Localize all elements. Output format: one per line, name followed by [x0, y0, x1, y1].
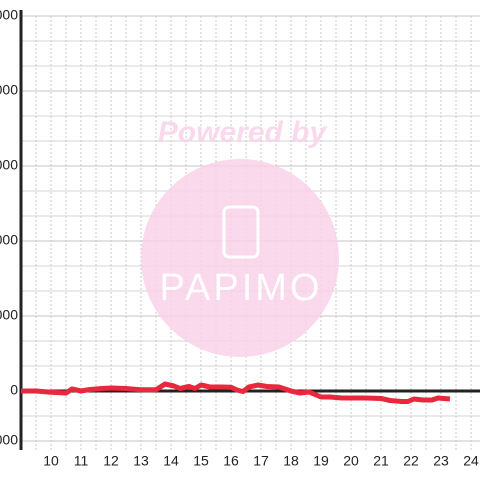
x-tick-label: 16: [223, 453, 239, 469]
x-tick-label: 17: [253, 453, 269, 469]
y-tick-label: -20,000: [0, 432, 18, 448]
y-tick-label: 60,000: [0, 232, 18, 248]
y-tick-label: 30,000: [0, 307, 18, 323]
x-tick-label: 12: [103, 453, 119, 469]
x-tick-label: 18: [283, 453, 299, 469]
x-tick-label: 15: [193, 453, 209, 469]
watermark: Powered by PAPIMO: [141, 116, 339, 357]
grid: [21, 15, 480, 450]
x-tick-label: 21: [373, 453, 389, 469]
y-tick-label: 90,000: [0, 157, 18, 173]
watermark-phone: [222, 205, 260, 259]
x-tick-label: 13: [133, 453, 149, 469]
x-tick-label: 10: [43, 453, 59, 469]
y-tick-label: 120,000: [0, 82, 18, 98]
x-tick-label: 24: [463, 453, 479, 469]
x-tick-label: 19: [313, 453, 329, 469]
watermark-logo: PAPIMO: [160, 267, 323, 309]
x-tick-label: 11: [74, 453, 89, 469]
x-tick-label: 14: [163, 453, 179, 469]
plot: -20,000 0 30,000 60,000 90,000 120,000 150,000…: [0, 7, 480, 469]
watermark-text: Powered by: [158, 116, 328, 149]
series-line: [21, 381, 451, 404]
y-tick-label: 150,000: [0, 7, 18, 23]
x-tick-label: 22: [403, 453, 419, 469]
y-tick-label: 0: [10, 382, 18, 398]
x-tick-label: 23: [433, 453, 449, 469]
x-tick-label: 20: [343, 453, 359, 469]
